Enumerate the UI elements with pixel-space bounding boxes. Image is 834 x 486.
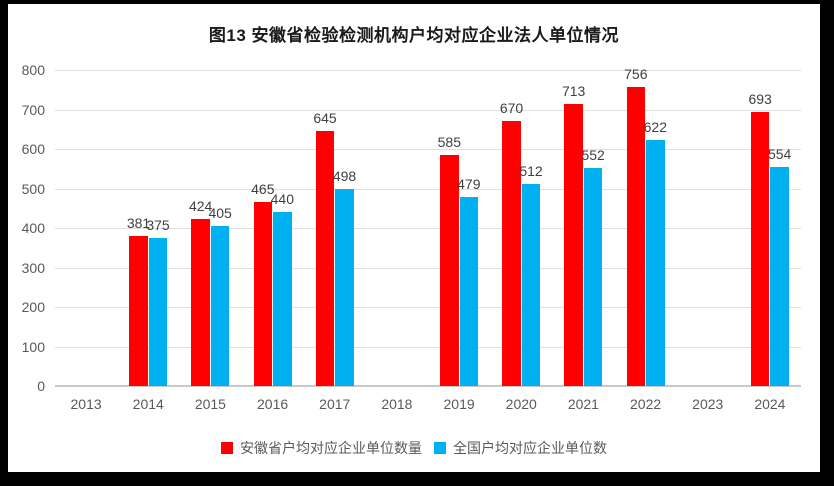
data-label: 645 [313,110,337,127]
x-tick-label: 2019 [443,396,475,412]
gridline [55,188,801,190]
bar-2014-national [148,237,168,386]
bar-2024-national [770,167,789,386]
data-label: 424 [188,197,213,214]
x-axis-line [55,385,801,387]
y-tick-label: 400 [21,220,45,236]
gridline [55,109,801,111]
data-label: 381 [126,214,151,231]
legend-label: 全国户均对应企业单位数 [453,440,607,456]
bar-2020-national [521,183,541,386]
x-tick-label: 2017 [319,396,351,412]
x-tick-label: 2022 [630,396,662,412]
bar-2022-national [646,140,665,386]
bar-2019-anhui [440,154,459,386]
x-tick-label: 2015 [194,396,226,412]
bar-2014-anhui [129,235,148,386]
legend-label: 安徽省户均对应企业单位数量 [240,440,422,456]
bar-2022-anhui [626,87,646,386]
bar-2021-anhui [564,104,583,386]
y-tick-label: 0 [37,378,45,394]
bar-2020-anhui [502,121,521,386]
chart-frame: 图13 安徽省检验检测机构户均对应企业法人单位情况 安徽省户均对应企业单位数量 全… [8,4,820,472]
data-label: 405 [208,205,232,222]
data-label: 375 [146,216,170,233]
legend-item: 安徽省户均对应企业单位数量 [221,438,422,458]
y-tick-label: 800 [21,62,45,78]
bar-2021-national [583,167,603,386]
data-label: 713 [561,83,586,100]
data-label: 465 [251,181,275,198]
chart-title: 图13 安徽省检验检测机构户均对应企业法人单位情况 [208,26,620,45]
data-label: 552 [581,146,605,163]
x-tick-label: 2020 [505,396,537,412]
y-tick-label: 100 [21,338,45,355]
y-tick-label: 300 [21,259,45,276]
legend-swatch-icon [434,442,446,454]
x-tick-label: 2013 [70,396,102,412]
data-label: 554 [767,146,792,163]
bar-2016-anhui [253,202,273,386]
bar-2015-national [210,226,230,386]
gridline [55,346,801,348]
x-tick-label: 2016 [257,396,289,412]
bar-2016-national [273,212,292,386]
y-tick-label: 600 [21,141,45,157]
data-label: 498 [332,168,357,185]
data-label: 512 [519,162,543,179]
legend-swatch-icon [221,442,233,454]
x-tick-label: 2023 [692,396,724,412]
data-label: 585 [437,133,461,150]
y-tick-label: 700 [21,101,45,118]
bar-2024-anhui [750,112,770,386]
data-label: 622 [643,119,667,136]
data-label: 756 [624,66,648,83]
data-label: 479 [457,175,481,192]
bar-2017-anhui [315,131,335,386]
gridline [55,307,801,308]
data-label: 693 [748,91,772,108]
legend-item: 全国户均对应企业单位数 [434,438,607,458]
bar-2017-national [335,189,354,386]
bar-2019-national [459,196,479,386]
gridline [55,228,801,229]
legend: 安徽省户均对应企业单位数量 全国户均对应企业单位数 [8,438,820,458]
y-tick-label: 500 [21,180,45,197]
y-tick-label: 200 [21,299,45,315]
x-tick-label: 2018 [381,396,413,412]
gridline [55,267,801,269]
x-tick-label: 2024 [754,396,786,412]
data-label: 670 [499,100,524,117]
gridline [55,70,801,71]
x-tick-label: 2014 [132,396,164,412]
gridline [55,149,801,150]
bar-2015-anhui [191,218,210,386]
data-label: 440 [270,191,294,208]
x-tick-label: 2021 [567,396,599,412]
